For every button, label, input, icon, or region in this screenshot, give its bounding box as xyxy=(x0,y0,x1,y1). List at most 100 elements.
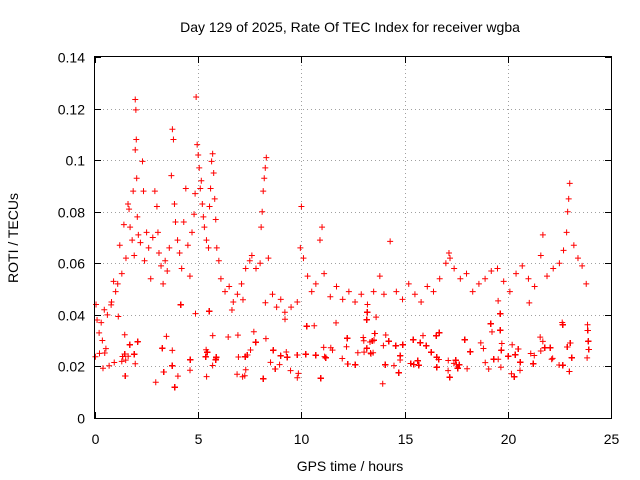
data-point xyxy=(530,360,537,367)
data-point xyxy=(344,335,351,342)
data-point xyxy=(433,332,440,339)
data-point xyxy=(209,150,216,157)
data-point xyxy=(262,299,269,306)
data-point xyxy=(262,335,269,342)
data-point xyxy=(121,350,128,357)
data-point xyxy=(559,362,566,369)
data-point xyxy=(454,365,461,372)
data-point xyxy=(191,211,198,218)
data-point xyxy=(485,365,492,372)
data-point xyxy=(252,339,259,346)
data-point xyxy=(160,280,167,287)
data-point xyxy=(172,219,179,226)
data-point xyxy=(505,353,512,360)
data-point xyxy=(99,337,106,344)
data-point xyxy=(537,347,544,354)
data-point xyxy=(207,185,214,192)
data-point xyxy=(442,260,449,267)
y-axis-label: ROTI / TECUs xyxy=(5,193,21,283)
data-point xyxy=(170,136,177,143)
data-point xyxy=(202,353,209,360)
data-point xyxy=(260,375,267,382)
data-point xyxy=(134,338,141,345)
data-point xyxy=(94,317,101,324)
data-point xyxy=(570,242,577,249)
x-tick-label: 25 xyxy=(604,431,620,447)
data-point xyxy=(197,185,204,192)
data-point xyxy=(436,275,443,282)
data-point xyxy=(288,304,295,311)
data-point xyxy=(297,244,304,251)
data-point xyxy=(132,96,139,103)
data-point xyxy=(118,270,125,277)
data-point xyxy=(303,323,310,330)
data-point xyxy=(262,164,269,171)
data-point xyxy=(211,195,218,202)
data-point xyxy=(200,213,207,220)
data-point xyxy=(418,298,425,305)
data-point xyxy=(194,141,201,148)
data-point xyxy=(333,283,340,290)
data-point xyxy=(98,319,105,326)
data-point xyxy=(122,255,129,262)
data-point xyxy=(126,341,133,348)
data-point xyxy=(147,275,154,282)
data-point xyxy=(130,188,137,195)
data-point xyxy=(247,346,254,353)
data-point xyxy=(102,345,109,352)
data-point xyxy=(212,216,219,223)
data-point xyxy=(463,270,470,277)
x-axis-label: GPS time / hours xyxy=(297,458,404,474)
data-point xyxy=(568,354,575,361)
data-point xyxy=(132,106,139,113)
data-point xyxy=(106,362,113,369)
data-point xyxy=(464,365,471,372)
data-point xyxy=(363,345,370,352)
data-point xyxy=(228,306,235,313)
data-point xyxy=(132,360,139,367)
y-tick-label: 0.08 xyxy=(58,205,85,221)
x-tick-label: 20 xyxy=(501,431,517,447)
x-tick-label: 15 xyxy=(398,431,414,447)
data-point xyxy=(354,349,361,356)
data-point xyxy=(451,265,458,272)
data-point xyxy=(159,345,166,352)
data-point xyxy=(209,362,216,369)
data-point xyxy=(312,352,319,359)
data-points xyxy=(92,93,592,391)
data-point xyxy=(392,342,399,349)
data-point xyxy=(163,333,170,340)
data-point xyxy=(120,221,127,228)
data-point xyxy=(152,379,159,386)
x-tick-label: 10 xyxy=(294,431,310,447)
data-point xyxy=(563,229,570,236)
data-point xyxy=(445,357,452,364)
data-point xyxy=(430,288,437,295)
data-point xyxy=(263,154,270,161)
data-point xyxy=(319,224,326,231)
x-tick-label: 0 xyxy=(92,431,100,447)
data-point xyxy=(526,299,533,306)
data-point xyxy=(311,322,318,329)
data-point xyxy=(583,280,590,287)
data-point xyxy=(238,280,245,287)
data-point xyxy=(345,288,352,295)
data-point xyxy=(417,339,424,346)
y-tick-label: 0.02 xyxy=(58,359,85,375)
data-point xyxy=(498,340,505,347)
data-point xyxy=(141,257,148,264)
data-point xyxy=(490,356,497,363)
data-point xyxy=(467,348,474,355)
data-point xyxy=(104,311,111,318)
data-point xyxy=(321,270,328,277)
data-point xyxy=(399,296,406,303)
data-point xyxy=(497,364,504,371)
data-point xyxy=(222,288,229,295)
data-point xyxy=(436,329,443,336)
data-point xyxy=(390,362,397,369)
data-point xyxy=(506,288,513,295)
data-point xyxy=(482,359,489,366)
data-point xyxy=(192,190,199,197)
